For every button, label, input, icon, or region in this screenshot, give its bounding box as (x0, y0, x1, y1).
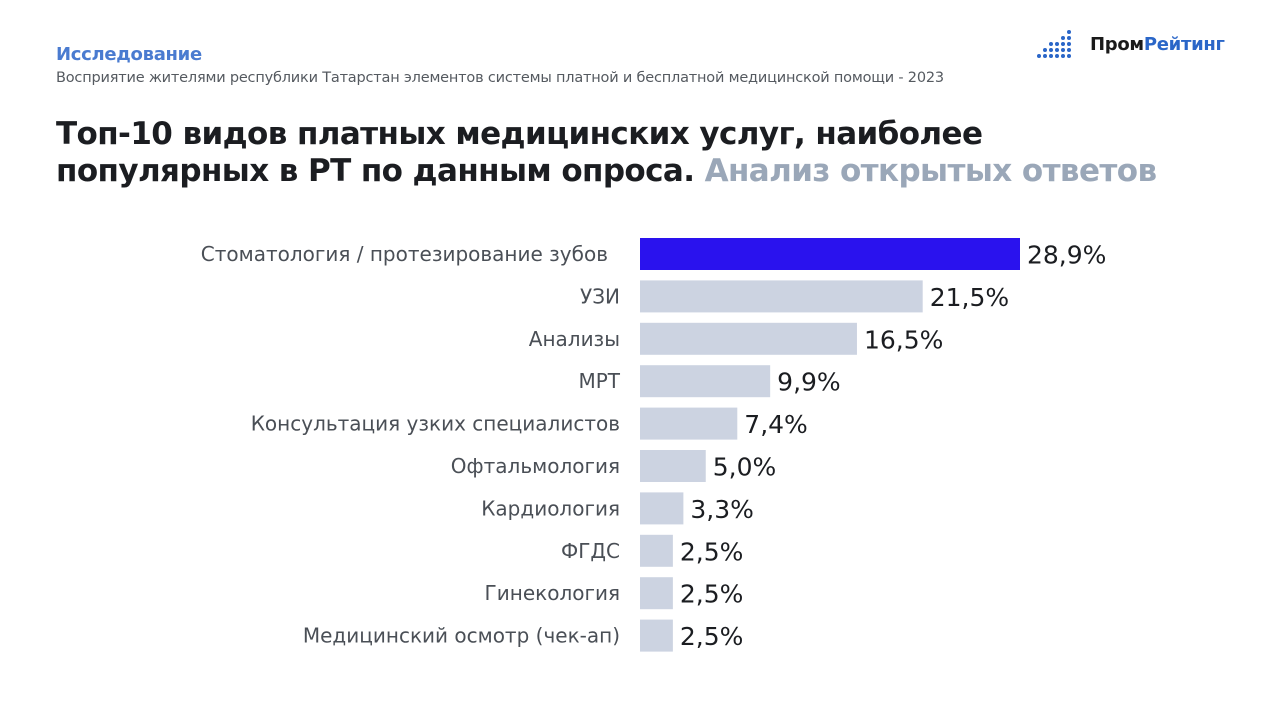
value-label-4: 7,4% (744, 410, 808, 439)
bar-5 (640, 450, 706, 482)
bar-4 (640, 407, 738, 440)
logo-part1: Пром (1090, 33, 1144, 55)
bar-chart: Стоматология / протезирование зубов 28,9%… (201, 238, 1106, 652)
category-label-3: МРТ (578, 369, 620, 393)
title-main: популярных в РТ по данным опроса. (56, 153, 695, 189)
category-label-1: УЗИ (580, 284, 620, 308)
bar-3 (640, 365, 771, 398)
logo-part2: Рейтинг (1143, 33, 1225, 55)
bar-6 (640, 492, 684, 525)
value-label-0: 28,9% (1027, 241, 1106, 270)
category-label-8: Гинекология (485, 581, 620, 605)
value-label-9: 2,5% (680, 622, 744, 651)
brand-logo: ПромРейтинг (1036, 26, 1225, 62)
value-label-3: 9,9% (777, 368, 841, 397)
bar-1 (640, 280, 923, 313)
value-label-5: 5,0% (713, 453, 777, 482)
value-label-7: 2,5% (680, 537, 744, 566)
bar-8 (640, 577, 673, 610)
value-label-2: 16,5% (864, 325, 943, 354)
study-kicker: Исследование (56, 44, 202, 65)
logo-text: ПромРейтинг (1090, 34, 1225, 55)
category-label-6: Кардиология (481, 496, 620, 520)
bar-2 (640, 322, 857, 355)
category-label-0: Стоматология / протезирование зубов (201, 242, 608, 266)
title-line-1: Топ-10 видов платных медицинских услуг, … (56, 116, 983, 152)
study-subtitle: Восприятие жителями республики Татарстан… (56, 70, 944, 86)
category-label-9: Медицинский осмотр (чек-ап) (303, 624, 620, 648)
category-label-2: Анализы (529, 327, 620, 351)
category-label-4: Консультация узких специалистов (251, 412, 620, 436)
bar-0 (640, 238, 1020, 270)
value-label-6: 3,3% (690, 495, 754, 524)
value-label-8: 2,5% (680, 580, 744, 609)
page-title: Топ-10 видов платных медицинских услуг, … (56, 116, 1236, 190)
title-line-2: популярных в РТ по данным опроса. Анализ… (56, 153, 1236, 190)
title-muted: Анализ открытых ответов (704, 153, 1157, 189)
category-label-5: Офтальмология (451, 454, 620, 478)
value-label-1: 21,5% (930, 283, 1009, 312)
bar-9 (640, 619, 673, 652)
logo-dots-icon (1037, 30, 1071, 58)
bar-7 (640, 534, 673, 567)
category-label-7: ФГДС (561, 539, 620, 563)
